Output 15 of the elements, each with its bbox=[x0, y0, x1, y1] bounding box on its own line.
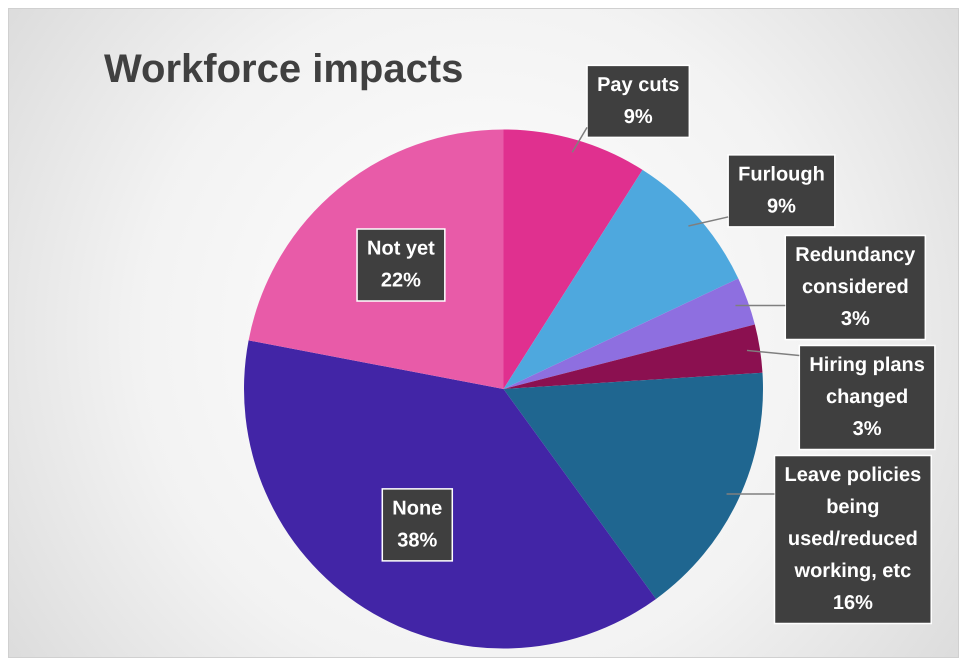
slice-label: Not yet bbox=[367, 238, 436, 260]
data-label: 3% bbox=[852, 418, 882, 440]
data-label: 3% bbox=[840, 308, 870, 330]
data-label: 9% bbox=[767, 195, 796, 218]
slice-label: Redundancy considered bbox=[795, 244, 916, 298]
slice-label: Furlough bbox=[738, 163, 825, 186]
slice-label: Hiring plans changed bbox=[809, 354, 925, 408]
slice-label: None bbox=[392, 497, 442, 520]
data-label: 22% bbox=[380, 270, 422, 292]
chart-title: Workforce impacts bbox=[104, 47, 464, 92]
slice-label: Leave policies being used/reduced working, etc bbox=[784, 464, 922, 582]
data-label: 9% bbox=[624, 106, 653, 128]
data-label: 16% bbox=[832, 592, 874, 614]
slice-label: Pay cuts bbox=[597, 74, 680, 96]
data-label: 38% bbox=[397, 529, 438, 552]
